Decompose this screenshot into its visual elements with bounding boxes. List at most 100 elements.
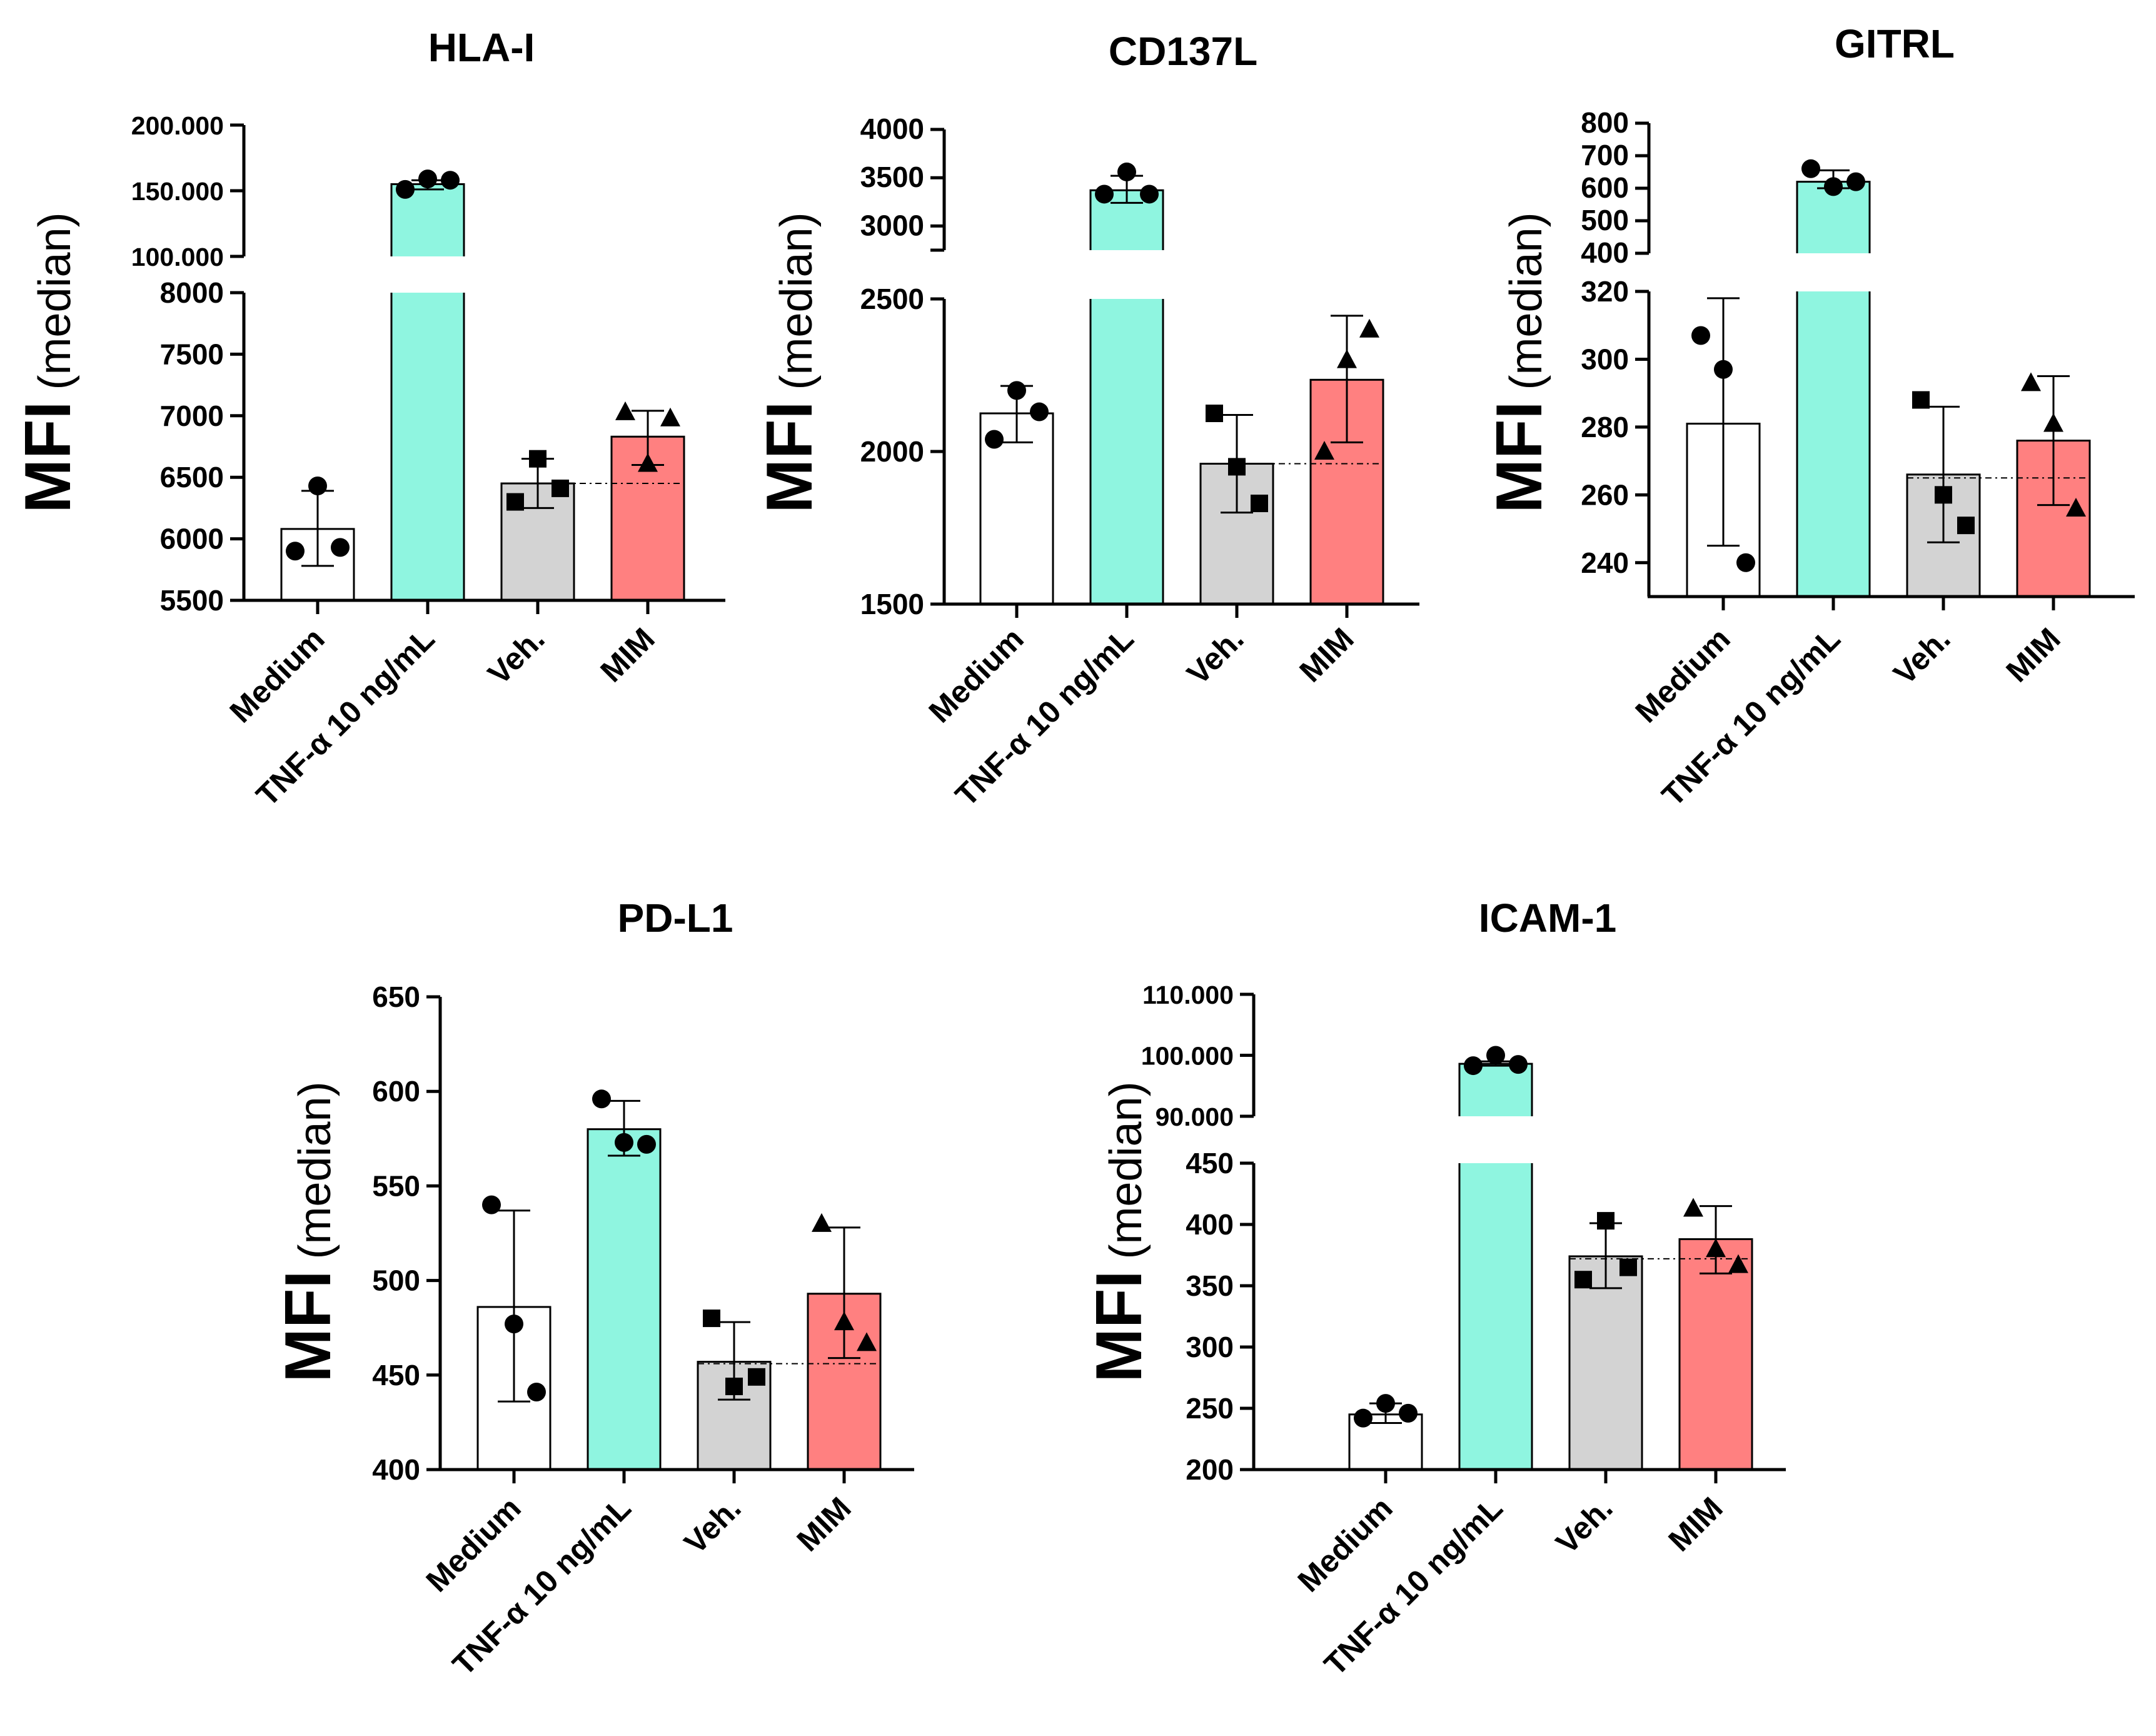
- y-tick-label: 800: [1581, 106, 1629, 139]
- chart-title: PD-L1: [618, 896, 733, 941]
- data-point: [1206, 405, 1223, 422]
- panel-pd-l1: PD-L1 MFI (median) 400 450 500 550 600 650 Medium…: [272, 896, 914, 1682]
- x-tick-label: Medium: [420, 1490, 528, 1598]
- error-bar: [828, 1226, 860, 1360]
- data-point: [1824, 177, 1843, 196]
- y-tick-label: 450: [372, 1359, 420, 1391]
- x-tick-label: Medium: [1291, 1490, 1399, 1598]
- y-tick-label: 100.000: [131, 243, 224, 271]
- data-point: [725, 1377, 743, 1395]
- data-point: [1007, 381, 1026, 400]
- data-point: [527, 1383, 546, 1402]
- data-point: [615, 1133, 633, 1152]
- data-point: [1706, 1238, 1726, 1258]
- y-tick-label: 700: [1581, 139, 1629, 171]
- y-axis-label-unit: (median): [30, 212, 80, 390]
- error-bar: [1331, 315, 1363, 443]
- data-point: [2066, 498, 2086, 517]
- y-tick-label: 110.000: [1142, 981, 1234, 1009]
- y-axis-label: MFI (median): [1083, 1081, 1156, 1382]
- data-point: [1957, 517, 1975, 535]
- data-point: [418, 169, 437, 189]
- y-axis-label: MFI (median): [753, 212, 826, 513]
- data-point: [1736, 553, 1755, 572]
- data-point: [703, 1310, 720, 1328]
- y-tick-label: 240: [1581, 547, 1629, 579]
- y-axis-label-unit: (median): [1501, 212, 1551, 390]
- data-point: [1359, 318, 1379, 338]
- data-point: [660, 407, 680, 426]
- panel-gitrl: GITRL MFI (median) 240 260 280 300 320 400500600…: [1483, 21, 2135, 813]
- y-tick-label: 400: [1581, 236, 1629, 269]
- y-tick-label: 4000: [860, 113, 924, 145]
- data-point: [529, 450, 547, 468]
- data-point: [1728, 1254, 1748, 1273]
- y-axis-label: MFI (median): [272, 1081, 345, 1382]
- y-tick-label: 300: [1186, 1331, 1234, 1363]
- y-tick-label: 150.000: [131, 177, 224, 206]
- x-tick-label: Veh.: [481, 621, 551, 691]
- data-point: [985, 430, 1004, 449]
- y-tick-label: 7500: [160, 338, 224, 370]
- y-tick-label: 6000: [160, 523, 224, 555]
- y-axis-label-unit: (median): [1101, 1081, 1151, 1259]
- x-tick-label: MIM: [1661, 1490, 1729, 1558]
- bar-lower-segment: [1797, 291, 1870, 597]
- y-tick-label: 6500: [160, 461, 224, 493]
- data-point: [286, 542, 305, 561]
- y-axis-label-bold: MFI: [12, 401, 84, 513]
- data-point: [1846, 172, 1865, 191]
- chart-title: CD137L: [1109, 29, 1257, 74]
- bar-lower-segment: [1459, 1163, 1532, 1470]
- data-point: [1486, 1046, 1505, 1065]
- x-tick-label: MIM: [1999, 621, 2067, 689]
- y-tick-label: 450: [1186, 1147, 1234, 1179]
- y-tick-label: 8000: [160, 276, 224, 309]
- y-tick-label: 550: [372, 1169, 420, 1202]
- y-axis-label-bold: MFI: [753, 401, 826, 513]
- y-tick-label: 400: [372, 1453, 420, 1486]
- chart-title: HLA-I: [428, 25, 535, 70]
- x-tick-label: MIM: [790, 1490, 857, 1558]
- data-point: [1801, 159, 1820, 178]
- data-point: [506, 493, 524, 511]
- y-tick-label: 200.000: [131, 111, 224, 140]
- data-point: [1912, 391, 1930, 409]
- data-point: [1095, 184, 1114, 204]
- data-point: [1935, 486, 1952, 504]
- data-point: [1691, 326, 1710, 345]
- data-point: [1464, 1056, 1483, 1076]
- data-point: [441, 171, 460, 190]
- y-tick-label: 300: [1581, 343, 1629, 375]
- y-tick-label: 3500: [860, 161, 924, 193]
- x-tick-label: MIM: [593, 621, 661, 689]
- y-axis-label: MFI (median): [1483, 212, 1556, 513]
- data-point: [2021, 372, 2041, 391]
- x-tick-label: MIM: [1292, 621, 1360, 689]
- x-tick-label: Medium: [223, 621, 331, 729]
- y-tick-label: 280: [1581, 411, 1629, 443]
- data-point: [834, 1311, 854, 1331]
- y-tick-label: 600: [1581, 171, 1629, 204]
- data-point: [1354, 1408, 1373, 1428]
- data-point: [1683, 1198, 1703, 1217]
- data-point: [505, 1315, 523, 1334]
- data-point: [1337, 349, 1357, 368]
- data-point: [1030, 402, 1049, 421]
- y-tick-label: 250: [1186, 1392, 1234, 1425]
- data-point: [331, 538, 350, 557]
- data-point: [1117, 162, 1136, 181]
- y-tick-label: 500: [372, 1264, 420, 1297]
- data-point: [1574, 1271, 1592, 1289]
- chart-title: ICAM-1: [1479, 896, 1616, 941]
- y-tick-label: 600: [372, 1075, 420, 1108]
- panel-icam-1: ICAM-1 MFI (median) 200 250 300 350 400 450 90.00…: [1083, 896, 1786, 1682]
- data-point: [637, 1134, 656, 1154]
- data-point: [1140, 184, 1159, 204]
- y-tick-label: 260: [1581, 478, 1629, 511]
- error-bar: [1927, 405, 1960, 543]
- bar: [587, 1128, 662, 1471]
- data-point: [1509, 1055, 1528, 1074]
- y-tick-label: 7000: [160, 400, 224, 432]
- error-bar: [1707, 297, 1740, 547]
